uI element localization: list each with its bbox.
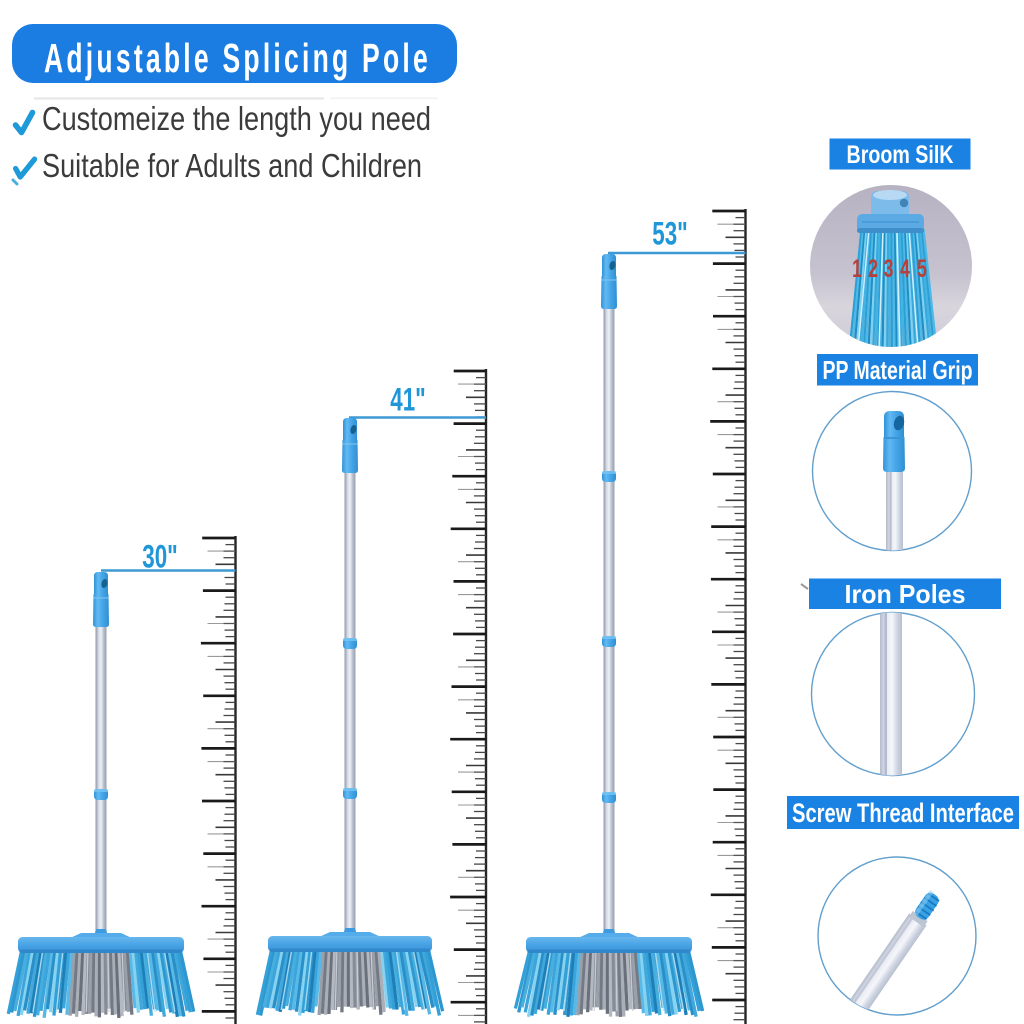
svg-text:30": 30" xyxy=(142,539,178,575)
svg-text:Broom SilK: Broom SilK xyxy=(847,141,954,169)
svg-text:Suitable for Adults and Childr: Suitable for Adults and Children xyxy=(42,147,422,184)
svg-text:4: 4 xyxy=(900,255,910,283)
svg-text:5: 5 xyxy=(917,255,927,283)
svg-text:41": 41" xyxy=(390,382,426,418)
svg-text:1: 1 xyxy=(852,255,862,283)
svg-text:53": 53" xyxy=(652,216,688,252)
svg-text:Adjustable Splicing Pole: Adjustable Splicing Pole xyxy=(44,35,431,81)
svg-text:2: 2 xyxy=(868,255,878,283)
svg-text:Screw Thread Interface: Screw Thread Interface xyxy=(792,798,1014,828)
svg-text:3: 3 xyxy=(884,255,894,283)
svg-text:PP Material Grip: PP Material Grip xyxy=(823,355,973,385)
svg-text:Iron Poles: Iron Poles xyxy=(845,579,966,609)
svg-text:Customeize the length you need: Customeize the length you need xyxy=(42,100,431,137)
